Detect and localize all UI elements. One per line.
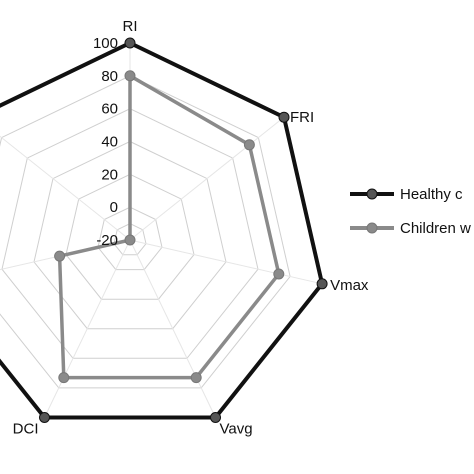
series-1-point-0 [124,70,136,82]
axis-label-vavg: Vavg [220,421,253,438]
series-0-point-4 [39,412,50,423]
axis-labels: RI FRI Vmax Vavg DCI [13,18,369,438]
grid-spokes [0,43,323,418]
series-group [0,37,328,423]
grid-ring-2 [65,173,195,300]
tick-labels: 100 80 60 40 20 0 -20 [93,35,118,249]
series-1-point-2 [273,268,285,280]
legend-item-healthy: Healthy c [350,186,463,203]
series-0-point-0 [124,37,136,49]
legend-marker-children [366,222,378,234]
axis-label-dci: DCI [13,421,39,438]
axis-label-vmax: Vmax [330,277,369,294]
grid-ring-5 [0,75,291,389]
tick-label-0: 100 [93,35,118,52]
tick-label-4: 20 [101,166,118,183]
grid-spoke-4 [44,239,131,418]
series-0-point-1 [278,111,290,123]
grid-spoke-1 [129,116,285,241]
legend-marker-healthy [366,188,378,200]
grid-ring-4 [1,108,259,359]
grid-spoke-6 [0,135,131,241]
tick-label-2: 60 [101,101,118,118]
tick-label-5: 0 [110,199,118,216]
legend-label-children: Children w [400,220,471,237]
series-1-point-6 [124,234,136,246]
series-1-point-5 [54,250,66,262]
grid-spoke-2 [129,239,323,285]
series-0-point-3 [210,412,221,423]
series-line-1 [57,72,281,380]
grid-spoke-3 [129,239,216,418]
tick-label-3: 40 [101,134,118,151]
legend-item-children: Children w [350,220,471,237]
tick-label-6: -20 [96,232,118,249]
tick-label-1: 80 [101,68,118,85]
legend: Healthy c Children w [350,186,471,237]
series-1-point-3 [190,372,202,384]
axis-label-ri: RI [123,18,138,35]
legend-label-healthy: Healthy c [400,186,463,203]
series-1-point-4 [58,372,70,384]
grid-ring-0 [113,223,147,256]
series-1-point-1 [243,139,255,151]
axis-label-fri: FRI [290,109,314,126]
grid-ring-3 [33,140,227,330]
series-0-point-2 [316,278,328,290]
series-line-0 [0,40,325,420]
grid-ring-1 [97,206,163,271]
grid-rings [0,75,291,389]
